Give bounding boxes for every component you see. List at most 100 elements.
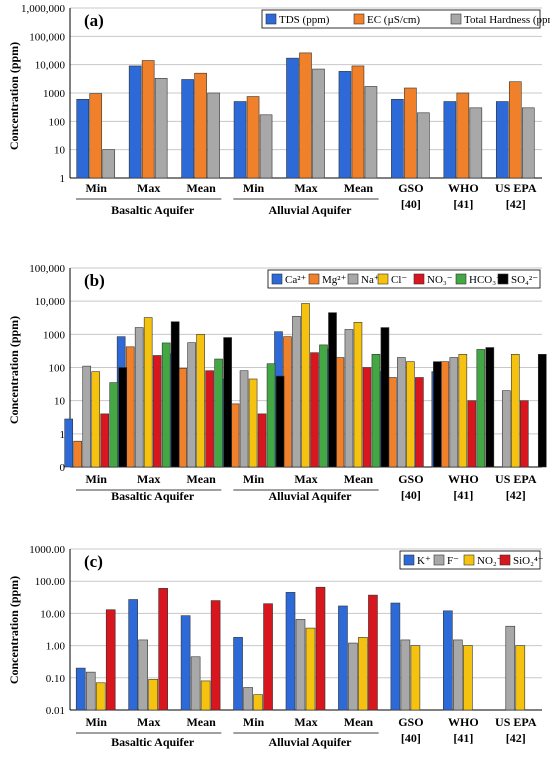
bar <box>338 605 348 711</box>
legend-box <box>267 269 541 289</box>
panel-label: (b) <box>84 271 105 290</box>
x-category-sublabel: [40] <box>401 488 421 502</box>
x-category-sublabel: [42] <box>506 731 526 745</box>
bar <box>73 440 83 468</box>
legend: Ca²⁺ Mg²⁺ Na⁺ Cl⁻ NO₃⁻ HCO₃⁻ SO₄²⁻ <box>267 269 541 289</box>
bar <box>187 342 196 468</box>
x-category-label: GSO <box>398 472 423 486</box>
y-tick-label: 0 <box>60 462 66 474</box>
legend-swatch <box>433 554 445 566</box>
legend-swatch <box>463 554 475 566</box>
bar <box>295 619 306 711</box>
bar <box>105 609 116 711</box>
bar <box>91 371 101 468</box>
bar <box>433 361 442 468</box>
bar <box>196 334 205 468</box>
bar <box>390 602 401 711</box>
bar <box>141 60 155 179</box>
bar <box>152 355 162 468</box>
x-category-sublabel: [42] <box>506 197 526 211</box>
bar <box>170 321 180 468</box>
x-category-label: Min <box>86 181 108 195</box>
x-category-sublabel: [41] <box>453 197 473 211</box>
legend-entry: NO₃⁻ <box>427 274 453 286</box>
bar <box>158 588 168 711</box>
bar <box>371 354 381 468</box>
x-category-label: US EPA <box>495 715 537 729</box>
legend: K⁺ F⁻ NO₂⁻ SiO₂⁴⁻ <box>399 550 544 570</box>
x-category-label: US EPA <box>495 181 537 195</box>
x-category-label: Min <box>243 715 265 729</box>
bar <box>102 149 116 179</box>
bar <box>328 312 337 468</box>
bar <box>380 327 390 468</box>
bar <box>469 107 483 179</box>
legend-swatch <box>308 273 320 285</box>
legend-swatch <box>377 273 389 285</box>
group-label: Basaltic Aquifer <box>111 203 195 217</box>
legend-entry: F⁻ <box>447 555 459 567</box>
bar <box>364 86 378 179</box>
chart-panel-2: 0 1 10 100 1000 10,000 100,000 Concentration (p… <box>7 263 547 503</box>
x-category-label: Mean <box>344 472 374 486</box>
x-category-label: Max <box>137 181 160 195</box>
bar <box>467 400 477 468</box>
y-tick-label: 10,000 <box>35 296 66 308</box>
bar <box>348 642 358 711</box>
bar <box>85 671 96 711</box>
bar <box>214 358 223 468</box>
y-tick-label: 10 <box>54 396 66 408</box>
bar <box>310 352 319 468</box>
bar <box>415 377 424 468</box>
legend-entry: Mg²⁺ <box>322 274 347 286</box>
x-category-label: GSO <box>398 181 423 195</box>
legend-swatch <box>265 13 277 25</box>
legend-swatch <box>347 273 359 285</box>
x-category-sublabel: [41] <box>453 488 473 502</box>
bar <box>125 346 135 468</box>
bar <box>95 682 106 711</box>
bar <box>230 403 240 468</box>
bar <box>391 98 404 179</box>
x-category-label: US EPA <box>495 472 537 486</box>
y-tick-label: 1000 <box>43 329 66 341</box>
bar <box>128 65 142 179</box>
bar <box>362 367 372 468</box>
bar <box>148 678 158 711</box>
bar <box>410 645 421 711</box>
bar <box>358 637 368 711</box>
bar <box>257 413 267 468</box>
bar <box>351 65 365 179</box>
bar <box>200 680 211 711</box>
bar <box>388 377 397 468</box>
y-tick-label: 1000 <box>43 88 66 100</box>
legend-swatch <box>403 554 415 566</box>
y-tick-label: 1 <box>60 429 66 441</box>
bar <box>118 367 128 468</box>
panel-label: (c) <box>84 552 103 571</box>
legend-swatch <box>271 273 283 285</box>
y-tick-label: 0.01 <box>46 705 65 717</box>
legend-swatch <box>353 13 365 25</box>
bar <box>458 354 468 468</box>
bar <box>266 363 276 468</box>
bar <box>417 112 430 179</box>
panel-label: (a) <box>84 11 104 30</box>
bar <box>154 78 168 179</box>
chart-panel-3: 0.01 0.10 1.00 10.00 100.00 1000.00 Concentrat… <box>7 544 544 749</box>
y-tick-label: 100.00 <box>35 576 66 588</box>
bar <box>286 57 299 179</box>
x-category-label: Max <box>294 181 317 195</box>
bar <box>210 600 221 711</box>
bar <box>315 586 326 711</box>
bar <box>344 329 354 468</box>
bar <box>400 639 411 711</box>
legend-box <box>261 9 541 29</box>
bar <box>449 357 459 468</box>
legend-entry: K⁺ <box>417 555 431 567</box>
group-label: Basaltic Aquifer <box>111 735 195 749</box>
y-tick-label: 0.10 <box>46 673 66 685</box>
bar <box>82 365 92 468</box>
bar <box>501 390 511 468</box>
bar <box>453 639 463 711</box>
